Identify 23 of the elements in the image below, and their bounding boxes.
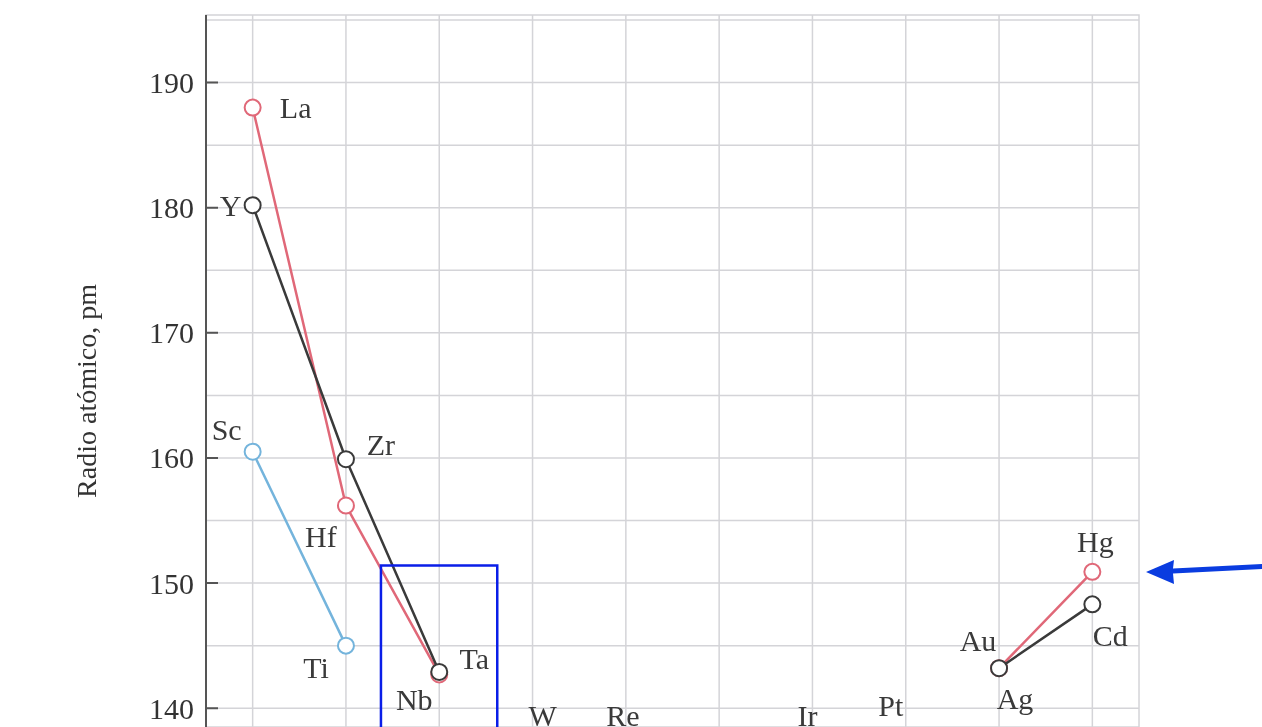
data-label: Hg xyxy=(1077,525,1114,559)
y-tick-label: 150 xyxy=(149,566,194,600)
data-label: Nb xyxy=(395,683,433,717)
data-label: Ta xyxy=(459,641,490,675)
y-tick-label: 170 xyxy=(149,316,194,350)
data-label: Cd xyxy=(1092,618,1128,652)
text: W xyxy=(528,698,557,727)
data-label: Au xyxy=(959,623,997,657)
text: Pt xyxy=(878,688,904,722)
y-axis-title: Radio atómico, pm xyxy=(71,283,102,498)
y-tick-label: 190 xyxy=(149,66,194,100)
data-label: Y xyxy=(219,188,242,222)
data-label: La xyxy=(279,91,312,125)
data-label: Zr xyxy=(366,427,396,461)
data-label: Ag xyxy=(996,681,1034,715)
data-label: Hf xyxy=(305,520,337,554)
text: Re xyxy=(606,698,640,727)
text: Ir xyxy=(797,698,818,727)
y-tick-label: 180 xyxy=(149,191,194,225)
data-label: Sc xyxy=(211,413,242,447)
data-label: Ti xyxy=(303,651,329,685)
y-tick-label: 160 xyxy=(149,441,194,475)
y-tick-label: 140 xyxy=(149,691,194,725)
